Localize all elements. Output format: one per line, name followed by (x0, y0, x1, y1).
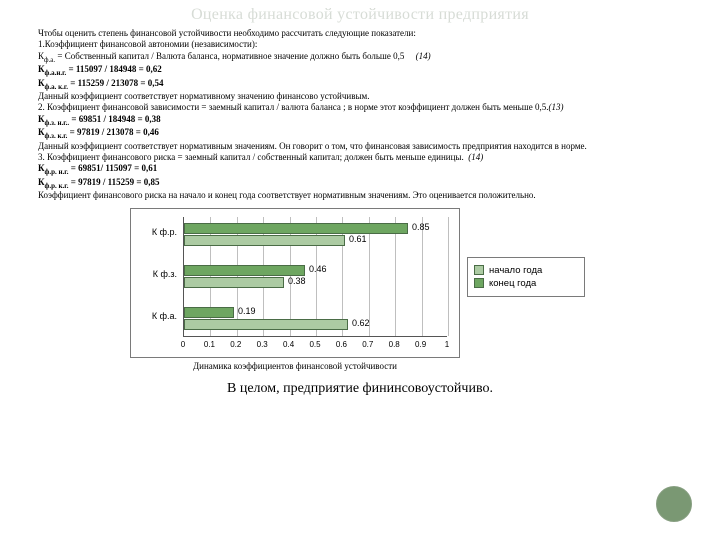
gridline (395, 217, 396, 336)
coef1-heading: 1.Коэффициент финансовой автономии (неза… (20, 39, 700, 50)
legend-label-start: начало года (489, 265, 542, 276)
kfa-kg-val: = 115259 / 213078 = 0,54 (68, 78, 164, 88)
value-label: 0.19 (238, 306, 256, 316)
value-label: 0.46 (309, 264, 327, 274)
gridline (422, 217, 423, 336)
x-tick: 1 (445, 340, 449, 349)
slide-number-dot-icon (656, 486, 692, 522)
coef3-def: 3. Коэффициент финансового риска = заемн… (20, 152, 700, 163)
coef2-def: 2. Коэффициент финансовой зависимости = … (20, 102, 700, 113)
conclusion-text: В целом, предприятие фининсовоустойчиво. (0, 381, 720, 397)
chart-caption: Динамика коэффициентов финансовой устойч… (130, 361, 460, 371)
chart-container: 0.85 0.61 0.46 0.38 0.19 0.62 К ф.р. К ф… (130, 208, 590, 371)
kfz-kg-sub: ф.з. к.г. (45, 132, 68, 140)
legend-swatch-start-icon (474, 265, 484, 275)
coef1-def: Кф.а. = Собственный капитал / Валюта бал… (20, 51, 700, 65)
bar-fz-start (184, 277, 284, 288)
text-content: Чтобы оценить степень финансовой устойчи… (0, 24, 720, 202)
x-tick: 0.5 (309, 340, 320, 349)
coef2-note: Данный коэффициент соответствует нормати… (20, 141, 700, 152)
kfz-kg: Кф.з. к.г. = 97819 / 213078 = 0,46 (20, 127, 700, 141)
kfz-ng: Кф.з. н.г.. = 69851 / 184948 = 0,38 (20, 114, 700, 128)
x-tick: 0.9 (415, 340, 426, 349)
kfa-kg-sub: ф.а. к.г. (45, 82, 69, 90)
x-tick: 0 (181, 340, 185, 349)
legend-row-start: начало года (474, 265, 578, 276)
value-label: 0.85 (412, 222, 430, 232)
intro-line: Чтобы оценить степень финансовой устойчи… (20, 28, 700, 39)
kfa-kg: Кф.а. к.г. = 115259 / 213078 = 0,54 (20, 78, 700, 92)
chart-legend: начало года конец года (467, 257, 585, 297)
x-tick: 0.4 (283, 340, 294, 349)
kfa-text: = Собственный капитал / Валюта баланса, … (55, 51, 404, 61)
legend-label-end: конец года (489, 278, 536, 289)
coef1-note: Данный коэффициент соответствует нормати… (20, 91, 700, 102)
x-tick: 0.2 (230, 340, 241, 349)
kfa-ng-sub: ф.а.н.г. (45, 69, 67, 77)
x-tick: 0.3 (257, 340, 268, 349)
value-label: 0.38 (288, 276, 306, 286)
legend-swatch-end-icon (474, 278, 484, 288)
legend-row-end: конец года (474, 278, 578, 289)
kfa-sub: ф.а. (44, 55, 55, 63)
bar-fz-end (184, 265, 305, 276)
coef2-text: 2. Коэффициент финансовой зависимости = … (38, 102, 548, 112)
page-title: Оценка финансовой устойчивости предприят… (0, 6, 720, 24)
cat-label-fz: К ф.з. (133, 269, 177, 279)
kfr-kg-val: = 97819 / 115259 = 0,85 (68, 177, 159, 187)
bar-fa-start (184, 319, 348, 330)
bar-fr-end (184, 223, 408, 234)
ref-14b: (14) (468, 152, 483, 162)
kfr-ng: Кф.р. н.г. = 69851/ 115097 = 0,61 (20, 163, 700, 177)
value-label: 0.61 (349, 234, 367, 244)
kfr-ng-val: = 69851/ 115097 = 0,61 (68, 163, 157, 173)
kfa-ng: Кф.а.н.г. = 115097 / 184948 = 0,62 (20, 64, 700, 78)
gridline (448, 217, 449, 336)
ref-13: (13) (548, 102, 563, 112)
x-tick: 0.6 (336, 340, 347, 349)
x-tick: 0.1 (204, 340, 215, 349)
x-tick: 0.7 (362, 340, 373, 349)
chart-box: 0.85 0.61 0.46 0.38 0.19 0.62 К ф.р. К ф… (130, 208, 460, 358)
coef3-note: Коэффициент финансового риска на начало … (20, 190, 700, 201)
kfr-kg-sub: ф.р. к.г. (45, 182, 69, 190)
x-tick: 0.8 (389, 340, 400, 349)
bar-fr-start (184, 235, 345, 246)
cat-label-fr: К ф.р. (133, 227, 177, 237)
coef3-text: 3. Коэффициент финансового риска = заемн… (38, 152, 464, 162)
chart-plot: 0.85 0.61 0.46 0.38 0.19 0.62 (183, 217, 447, 337)
kfz-kg-val: = 97819 / 213078 = 0,46 (67, 127, 159, 137)
value-label: 0.62 (352, 318, 370, 328)
kfr-kg: Кф.р. к.г. = 97819 / 115259 = 0,85 (20, 177, 700, 191)
kfz-ng-sub: ф.з. н.г.. (45, 118, 70, 126)
kfa-ng-val: = 115097 / 184948 = 0,62 (66, 64, 162, 74)
ref-14a: (14) (416, 51, 431, 61)
bar-fa-end (184, 307, 234, 318)
kfz-ng-val: = 69851 / 184948 = 0,38 (69, 114, 161, 124)
kfr-ng-sub: ф.р. н.г. (45, 168, 69, 176)
cat-label-fa: К ф.а. (133, 311, 177, 321)
